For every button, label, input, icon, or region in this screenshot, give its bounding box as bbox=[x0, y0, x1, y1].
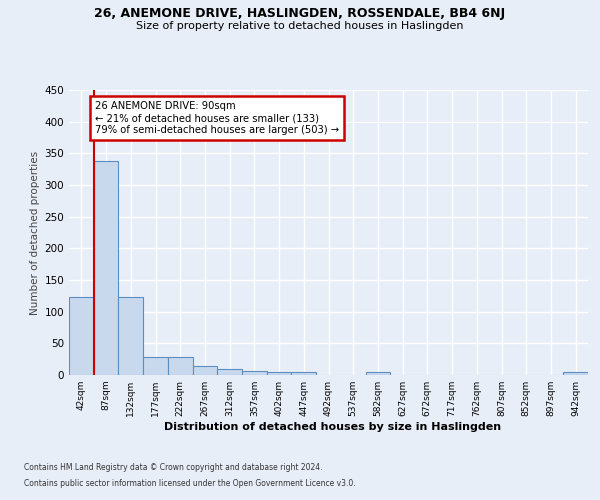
Text: 26 ANEMONE DRIVE: 90sqm
← 21% of detached houses are smaller (133)
79% of semi-d: 26 ANEMONE DRIVE: 90sqm ← 21% of detache… bbox=[95, 102, 340, 134]
Text: Contains HM Land Registry data © Crown copyright and database right 2024.: Contains HM Land Registry data © Crown c… bbox=[24, 464, 323, 472]
Bar bbox=[94, 161, 118, 375]
Bar bbox=[242, 370, 267, 375]
Bar bbox=[168, 356, 193, 375]
Bar bbox=[143, 356, 168, 375]
Bar bbox=[563, 372, 588, 375]
Text: 26, ANEMONE DRIVE, HASLINGDEN, ROSSENDALE, BB4 6NJ: 26, ANEMONE DRIVE, HASLINGDEN, ROSSENDAL… bbox=[94, 8, 506, 20]
Bar bbox=[118, 297, 143, 375]
Text: Size of property relative to detached houses in Haslingden: Size of property relative to detached ho… bbox=[136, 21, 464, 31]
Bar bbox=[193, 366, 217, 375]
Bar bbox=[217, 370, 242, 375]
Bar bbox=[267, 372, 292, 375]
Y-axis label: Number of detached properties: Number of detached properties bbox=[30, 150, 40, 314]
Bar bbox=[365, 372, 390, 375]
Bar bbox=[292, 372, 316, 375]
Text: Distribution of detached houses by size in Haslingden: Distribution of detached houses by size … bbox=[164, 422, 502, 432]
Text: Contains public sector information licensed under the Open Government Licence v3: Contains public sector information licen… bbox=[24, 478, 356, 488]
Bar bbox=[69, 297, 94, 375]
